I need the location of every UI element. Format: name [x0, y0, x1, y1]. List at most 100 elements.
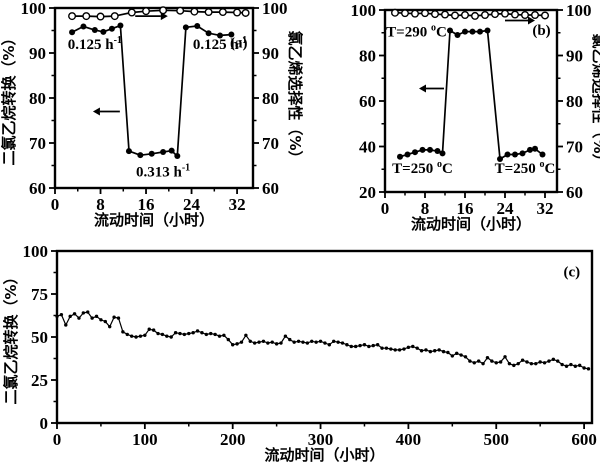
series-marker-filled: [222, 333, 226, 337]
series-marker-filled: [454, 32, 461, 39]
series-marker-filled: [349, 344, 353, 349]
series-marker-filled: [279, 341, 283, 345]
guide-arrow-head: [160, 12, 168, 21]
series-marker-filled: [169, 335, 173, 339]
y-tick-label-left: 50: [31, 328, 48, 347]
series-marker-open: [400, 9, 409, 18]
series-marker-filled: [327, 343, 332, 347]
series-marker-filled: [494, 361, 498, 365]
series-marker-filled: [178, 331, 182, 336]
series-marker-open: [480, 11, 489, 20]
x-tick-label: 32: [537, 199, 554, 218]
x-tick-label: 16: [138, 195, 155, 214]
series-marker-filled: [200, 331, 204, 335]
series-marker-open: [82, 12, 91, 21]
series-marker-filled: [168, 147, 175, 154]
y-axis-label-left: 二氯乙烷转换（%）: [2, 269, 20, 404]
y-tick-label-left: 0: [40, 414, 49, 433]
series-marker-filled: [389, 347, 393, 351]
series-marker-filled: [367, 344, 371, 349]
series-marker-filled: [129, 334, 134, 338]
series-marker-filled: [205, 30, 212, 37]
series-marker-filled: [336, 340, 340, 344]
series-marker-filled: [516, 361, 520, 366]
x-tick-label: 24: [183, 195, 201, 214]
series-marker-filled: [174, 153, 181, 160]
series-marker-filled: [108, 25, 115, 32]
x-tick-label: 500: [483, 430, 509, 449]
x-axis-label: 流动时间（小时）: [411, 215, 531, 233]
series-marker-filled: [406, 345, 411, 350]
series-marker-filled: [538, 360, 542, 364]
series-marker-filled: [296, 339, 301, 343]
series-marker-filled: [459, 353, 463, 357]
x-tick-label: 300: [308, 430, 334, 449]
series-marker-filled: [99, 318, 103, 322]
series-marker-open: [470, 11, 479, 20]
series-marker-filled: [503, 355, 507, 359]
series-marker-filled: [182, 24, 189, 31]
series-marker-open: [540, 11, 549, 20]
series-marker-open: [410, 9, 419, 18]
series-marker-filled: [81, 311, 86, 315]
series-marker-filled: [64, 323, 68, 327]
y-tick-label-right: 60: [566, 183, 583, 202]
series-marker-open: [460, 11, 469, 20]
series-marker-filled: [519, 150, 526, 157]
series-marker-filled: [534, 361, 538, 366]
series-marker-filled: [547, 359, 551, 363]
series-marker-filled: [244, 333, 248, 337]
annotation: 0.125 h-1: [193, 35, 247, 53]
x-tick-label: 600: [571, 430, 597, 449]
series-marker-filled: [371, 343, 375, 348]
x-tick-label: 8: [421, 199, 430, 218]
series-marker-open: [520, 11, 529, 20]
series-marker-open: [96, 12, 105, 21]
series-marker-filled: [261, 339, 266, 343]
series-marker-filled: [194, 23, 201, 29]
series-marker-filled: [187, 331, 191, 336]
series-marker-open: [110, 12, 119, 21]
x-tick-label: 0: [51, 195, 60, 214]
series-marker-filled: [239, 340, 244, 344]
series-marker-filled: [292, 340, 296, 344]
y-axis-label-right: 氯乙烯选择性（%）: [590, 33, 600, 168]
series-marker-filled: [270, 340, 274, 344]
series-marker-filled: [520, 358, 525, 362]
series-marker-filled: [441, 349, 446, 354]
series-marker-filled: [393, 348, 397, 352]
series-marker-filled: [91, 27, 98, 34]
series-marker-filled: [288, 337, 292, 342]
series-marker-filled: [195, 329, 200, 333]
x-axis-label: 流动时间（小时）: [94, 211, 214, 229]
series-marker-filled: [182, 332, 187, 337]
series-marker-filled: [402, 347, 406, 351]
x-tick-label: 16: [457, 199, 474, 218]
series-line: [394, 11, 546, 17]
series-marker-filled: [137, 152, 144, 159]
series-marker-filled: [450, 354, 455, 358]
y-tick-label-right: 100: [262, 0, 288, 18]
series-marker-filled: [551, 357, 556, 362]
panel-label: (a): [230, 36, 248, 52]
series-marker-filled: [375, 343, 380, 347]
series-marker-filled: [472, 361, 476, 365]
series-marker-open: [241, 8, 250, 17]
series-marker-filled: [165, 334, 169, 338]
series-marker-filled: [257, 340, 261, 344]
series-marker-filled: [69, 29, 76, 36]
series-marker-filled: [151, 328, 156, 332]
series-marker-open: [390, 8, 399, 17]
y-axis-label-left: 二氯乙烷转换（%）: [0, 30, 18, 165]
y-tick-label-left: 25: [31, 371, 48, 390]
series-marker-filled: [345, 343, 349, 347]
x-tick-label: 200: [220, 430, 246, 449]
x-tick-label: 8: [96, 195, 105, 214]
series-marker-filled: [235, 342, 239, 346]
y-axis-label-right: 氯乙烯选择性（%）: [286, 30, 304, 165]
chart-a: 0 8 16 24 32 60 70 80 90 100 60 70 80 90 100 流动时间（小时） 二氯…: [0, 0, 304, 229]
series-marker-open: [420, 9, 429, 18]
series-marker-filled: [362, 343, 367, 347]
series-marker-open: [450, 11, 459, 20]
